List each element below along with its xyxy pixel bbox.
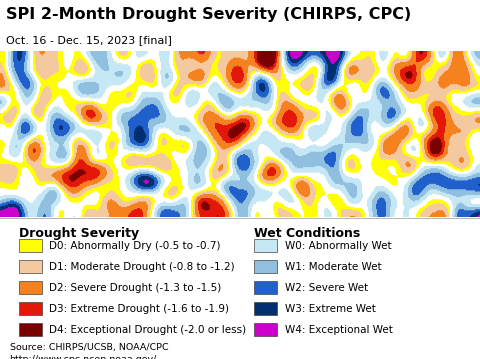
Text: D3: Extreme Drought (-1.6 to -1.9): D3: Extreme Drought (-1.6 to -1.9) xyxy=(49,303,229,313)
FancyBboxPatch shape xyxy=(19,281,42,294)
Text: D2: Severe Drought (-1.3 to -1.5): D2: Severe Drought (-1.3 to -1.5) xyxy=(49,283,222,293)
Text: SPI 2-Month Drought Severity (CHIRPS, CPC): SPI 2-Month Drought Severity (CHIRPS, CP… xyxy=(6,6,411,22)
FancyBboxPatch shape xyxy=(19,239,42,252)
Text: W3: Extreme Wet: W3: Extreme Wet xyxy=(285,303,375,313)
Text: D4: Exceptional Drought (-2.0 or less): D4: Exceptional Drought (-2.0 or less) xyxy=(49,325,247,335)
Text: W0: Abnormally Wet: W0: Abnormally Wet xyxy=(285,241,391,251)
FancyBboxPatch shape xyxy=(19,302,42,315)
Text: D1: Moderate Drought (-0.8 to -1.2): D1: Moderate Drought (-0.8 to -1.2) xyxy=(49,262,235,271)
FancyBboxPatch shape xyxy=(254,302,277,315)
Text: Wet Conditions: Wet Conditions xyxy=(254,227,360,240)
FancyBboxPatch shape xyxy=(254,281,277,294)
Text: Drought Severity: Drought Severity xyxy=(19,227,139,240)
Text: Oct. 16 - Dec. 15, 2023 [final]: Oct. 16 - Dec. 15, 2023 [final] xyxy=(6,35,172,45)
Text: D0: Abnormally Dry (-0.5 to -0.7): D0: Abnormally Dry (-0.5 to -0.7) xyxy=(49,241,221,251)
Text: Source: CHIRPS/UCSB, NOAA/CPC: Source: CHIRPS/UCSB, NOAA/CPC xyxy=(10,343,168,352)
FancyBboxPatch shape xyxy=(19,323,42,336)
FancyBboxPatch shape xyxy=(254,239,277,252)
Text: http://www.cpc.ncep.noaa.gov/: http://www.cpc.ncep.noaa.gov/ xyxy=(10,355,157,359)
Text: W1: Moderate Wet: W1: Moderate Wet xyxy=(285,262,381,271)
FancyBboxPatch shape xyxy=(254,260,277,273)
Text: W2: Severe Wet: W2: Severe Wet xyxy=(285,283,368,293)
Text: W4: Exceptional Wet: W4: Exceptional Wet xyxy=(285,325,393,335)
FancyBboxPatch shape xyxy=(19,260,42,273)
FancyBboxPatch shape xyxy=(254,323,277,336)
